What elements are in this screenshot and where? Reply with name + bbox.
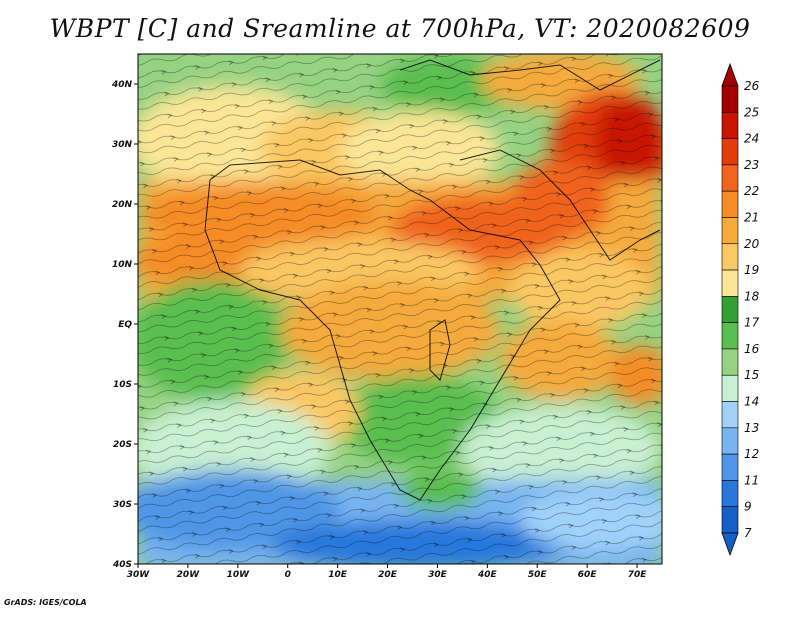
colorbar-swatch: [721, 111, 739, 139]
colorbar-bottom-arrow: [721, 532, 739, 557]
lon-label: 30E: [428, 570, 448, 580]
colorbar-top-arrow: [721, 62, 739, 87]
colorbar-label: 11: [744, 473, 759, 487]
lat-label: 10N: [112, 260, 133, 270]
colorbar-swatch: [721, 374, 739, 402]
colorbar-swatch: [721, 85, 739, 113]
colorbar-swatch: [721, 480, 739, 508]
colorbar-swatch: [721, 348, 739, 376]
coastlines: [204, 59, 661, 501]
colorbar-label: 26: [744, 79, 760, 93]
colorbar-swatch: [721, 269, 739, 297]
colorbar-label: 16: [744, 342, 760, 356]
colorbar-swatch: [721, 401, 739, 429]
latitude-labels: 40N 30N 20N 10N EQ 10S 20S 30S 40S: [111, 80, 133, 570]
colorbar-label: 15: [744, 368, 759, 382]
axis-ticks: [134, 83, 638, 568]
colorbar-label: 14: [744, 395, 759, 409]
lon-label: 0: [285, 570, 291, 580]
lon-label: 10W: [227, 570, 251, 580]
colorbar-label: 12: [744, 447, 759, 461]
lat-label: 20N: [112, 200, 133, 210]
colorbar-swatch: [721, 453, 739, 481]
longitude-labels: 30W 20W 10W 0 10E 20E 30E 40E 50E 60E 70E: [127, 570, 647, 580]
lat-label: 30N: [112, 140, 133, 150]
lat-label: 20S: [113, 440, 132, 450]
lon-label: 70E: [628, 570, 648, 580]
plot-frame: [137, 53, 663, 565]
colorbar-label: 23: [744, 158, 759, 172]
colorbar-swatch: [721, 427, 739, 455]
lon-label: 60E: [578, 570, 598, 580]
colorbar-label: 7: [744, 526, 752, 540]
lon-label: 30W: [127, 570, 151, 580]
colorbar: 26 25 24 23 22 21 20 19 18 17 16 15 14 13 12 11 9 7: [721, 62, 760, 557]
grads-credit: GrADS: IGES/COLA: [4, 598, 87, 607]
colorbar-label: 17: [744, 316, 760, 330]
colorbar-swatch: [721, 243, 739, 271]
lat-label: 40S: [112, 560, 132, 570]
colorbar-label: 21: [744, 210, 759, 224]
lat-label: 40N: [111, 80, 133, 90]
colorbar-label: 22: [744, 184, 759, 198]
colorbar-label: 19: [744, 263, 759, 277]
lon-label: 10E: [328, 570, 348, 580]
colorbar-swatch: [721, 190, 739, 218]
lat-label: 30S: [113, 500, 132, 510]
colorbar-label: 24: [744, 132, 759, 146]
colorbar-swatch: [721, 506, 739, 534]
colorbar-swatch: [721, 138, 739, 166]
colorbar-swatch: [721, 217, 739, 245]
colorbar-label: 13: [744, 421, 759, 435]
colorbar-label: 20: [744, 237, 760, 251]
colorbar-swatch: [721, 164, 739, 192]
colorbar-swatch: [721, 322, 739, 350]
lat-label: 10S: [113, 380, 132, 390]
lat-label: EQ: [118, 320, 132, 330]
colorbar-label: 9: [744, 500, 752, 514]
lon-label: 50E: [528, 570, 548, 580]
map-title: WBPT [C] and Sreamline at 700hPa, VT: 20…: [49, 14, 751, 43]
colorbar-label: 18: [744, 289, 760, 303]
plot-area: [138, 54, 662, 564]
colorbar-swatch: [721, 296, 739, 323]
lon-label: 40E: [477, 570, 498, 580]
lon-label: 20E: [378, 570, 398, 580]
lon-label: 20W: [177, 570, 201, 580]
colorbar-label: 25: [744, 105, 759, 119]
